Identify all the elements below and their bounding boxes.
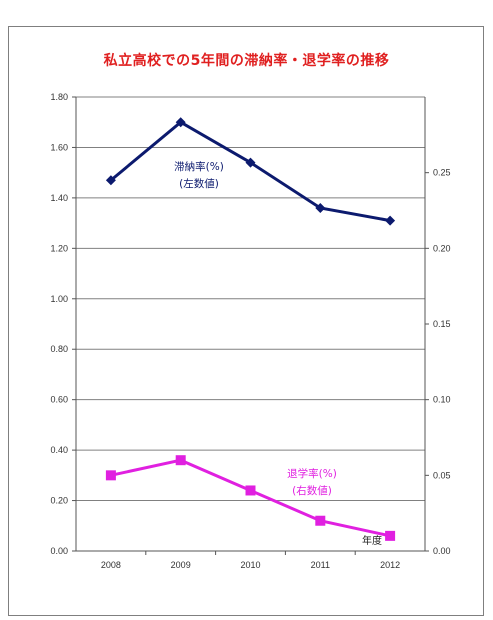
left-tick-label: 0.00: [50, 546, 68, 556]
left-tick-label: 0.80: [50, 344, 68, 354]
data-point-diamond: [245, 157, 256, 168]
x-axis-label: 年度: [362, 534, 382, 547]
x-tick-label: 2009: [171, 560, 191, 570]
x-tick-label: 2010: [240, 560, 260, 570]
chart-title: 私立高校での5年間の滞納率・退学率の推移: [103, 53, 390, 69]
x-tick-label: 2008: [101, 560, 121, 570]
left-tick-label: 1.40: [50, 193, 68, 203]
data-point-square: [385, 530, 396, 541]
right-tick-label: 0.15: [433, 319, 451, 329]
x-tick-label: 2011: [311, 560, 330, 570]
right-tick-label: 0.05: [433, 470, 451, 480]
data-point-diamond: [105, 175, 116, 186]
left-tick-label: 1.20: [50, 243, 68, 253]
data-point-square: [245, 485, 256, 496]
right-tick-label: 0.25: [433, 168, 451, 178]
left-tick-label: 1.60: [50, 142, 68, 152]
data-point-square: [315, 515, 326, 526]
right-tick-label: 0.00: [433, 546, 451, 556]
series-label-dropout: 退学率(%): [287, 467, 337, 480]
data-point-diamond: [315, 202, 326, 213]
data-point-diamond: [385, 215, 396, 226]
series-sublabel-delinquency: (左数値): [179, 177, 219, 190]
series-sublabel-dropout: (右数値): [292, 484, 332, 497]
series-line-1: [110, 458, 391, 538]
left-tick-label: 0.40: [50, 445, 68, 455]
data-point-square: [175, 455, 186, 466]
data-point-diamond: [175, 117, 186, 128]
left-tick-label: 0.60: [50, 395, 68, 405]
series-line-0: [109, 120, 391, 223]
data-point-square: [105, 470, 116, 481]
left-tick-label: 1.00: [50, 294, 68, 304]
chart-frame: [8, 26, 484, 616]
series-label-delinquency: 滞納率(%): [174, 160, 224, 173]
right-tick-label: 0.10: [433, 395, 451, 405]
left-tick-label: 1.80: [50, 92, 68, 102]
left-tick-label: 0.20: [50, 496, 68, 506]
x-tick-label: 2012: [380, 560, 400, 570]
right-tick-label: 0.20: [433, 243, 451, 253]
